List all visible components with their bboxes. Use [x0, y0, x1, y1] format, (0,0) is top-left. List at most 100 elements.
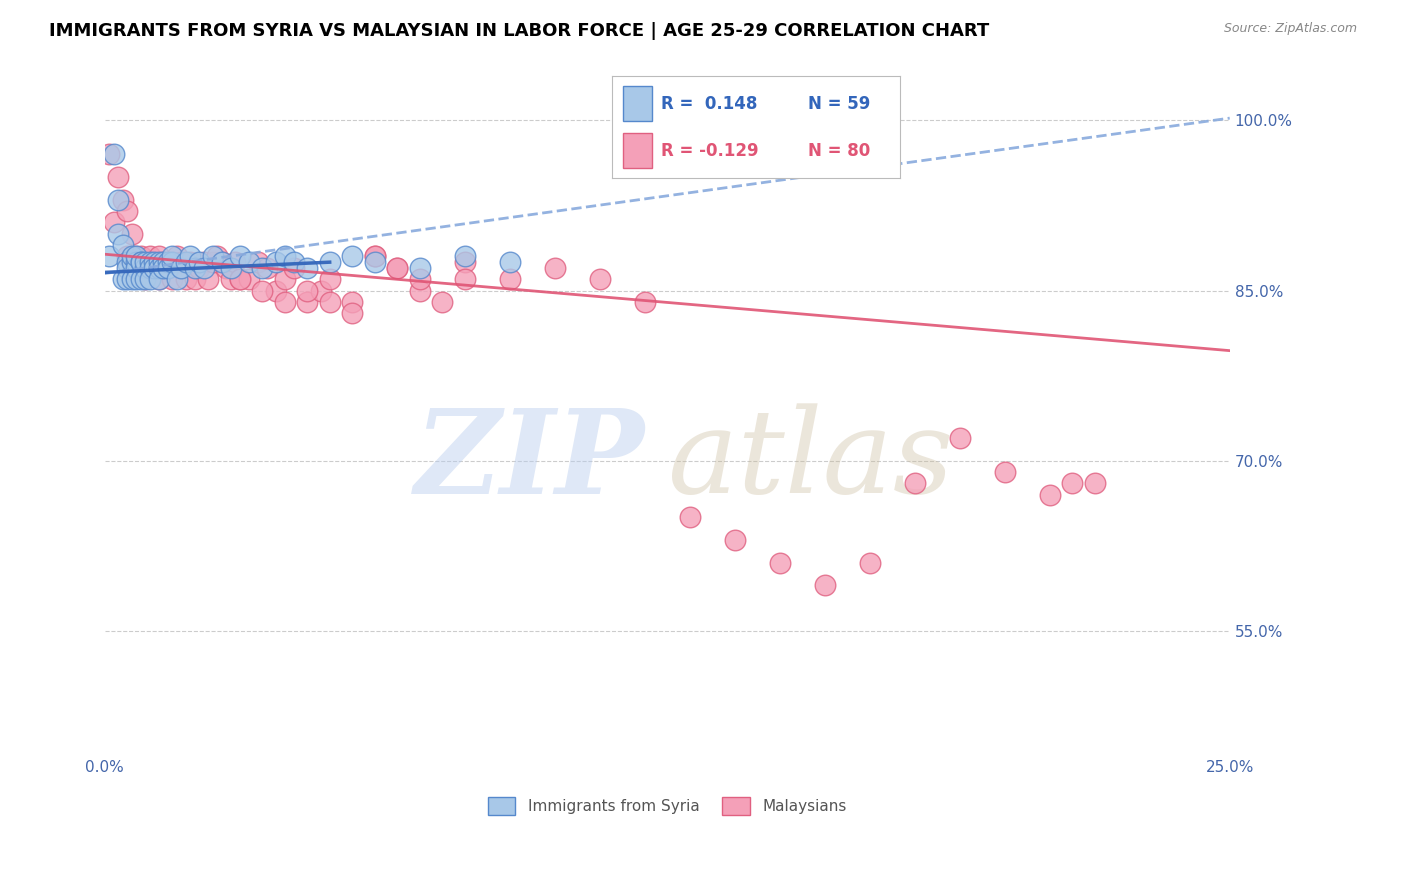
Point	[134, 260, 156, 275]
Point	[160, 250, 183, 264]
Point	[1062, 476, 1084, 491]
Point	[121, 250, 143, 264]
Point	[134, 255, 156, 269]
Point	[340, 250, 363, 264]
Point	[125, 250, 148, 264]
Point	[215, 260, 238, 275]
Point	[121, 227, 143, 241]
Text: atlas: atlas	[668, 404, 953, 518]
Point	[152, 255, 174, 269]
Point	[201, 255, 224, 269]
Point	[156, 260, 179, 275]
Bar	[623, 133, 652, 168]
Point	[160, 255, 183, 269]
Point	[125, 255, 148, 269]
Point	[143, 260, 166, 275]
Point	[769, 556, 792, 570]
Point	[148, 255, 170, 269]
Point	[129, 260, 152, 275]
Point	[156, 260, 179, 275]
Point	[1084, 476, 1107, 491]
Point	[129, 272, 152, 286]
Point	[228, 272, 250, 286]
Point	[138, 255, 160, 269]
Point	[125, 260, 148, 275]
Point	[138, 260, 160, 275]
Point	[170, 255, 193, 269]
Point	[152, 260, 174, 275]
Point	[246, 255, 269, 269]
Point	[250, 284, 273, 298]
Point	[160, 255, 183, 269]
Point	[205, 250, 228, 264]
Point	[134, 272, 156, 286]
Point	[188, 260, 211, 275]
Text: ZIP: ZIP	[415, 403, 645, 518]
Point	[273, 272, 295, 286]
Point	[121, 250, 143, 264]
Text: N = 80: N = 80	[807, 142, 870, 160]
Point	[193, 255, 215, 269]
Point	[121, 255, 143, 269]
Point	[98, 250, 121, 264]
Point	[138, 272, 160, 286]
Point	[129, 255, 152, 269]
Point	[264, 284, 287, 298]
Text: N = 59: N = 59	[807, 95, 870, 112]
Point	[115, 255, 138, 269]
Point	[949, 431, 972, 445]
Text: R = -0.129: R = -0.129	[661, 142, 758, 160]
Point	[193, 260, 215, 275]
Point	[273, 294, 295, 309]
Point	[152, 255, 174, 269]
Point	[197, 272, 219, 286]
Point	[121, 272, 143, 286]
Point	[454, 272, 477, 286]
Point	[134, 272, 156, 286]
Point	[408, 272, 430, 286]
Point	[107, 193, 129, 207]
Point	[283, 260, 305, 275]
Point	[295, 294, 318, 309]
Point	[318, 294, 340, 309]
Point	[228, 272, 250, 286]
Point	[454, 250, 477, 264]
Point	[318, 255, 340, 269]
Point	[295, 260, 318, 275]
Point	[125, 250, 148, 264]
Point	[179, 255, 201, 269]
Point	[679, 510, 702, 524]
Point	[408, 260, 430, 275]
Point	[160, 272, 183, 286]
Point	[115, 260, 138, 275]
Point	[634, 294, 657, 309]
Point	[115, 204, 138, 219]
Point	[170, 260, 193, 275]
Text: R =  0.148: R = 0.148	[661, 95, 756, 112]
Point	[183, 260, 205, 275]
Point	[238, 272, 260, 286]
Point	[107, 227, 129, 241]
Point	[1039, 488, 1062, 502]
Point	[544, 260, 567, 275]
Point	[134, 260, 156, 275]
Point	[363, 250, 385, 264]
Point	[309, 284, 332, 298]
Point	[143, 260, 166, 275]
Point	[228, 250, 250, 264]
Point	[264, 255, 287, 269]
Point	[994, 465, 1017, 479]
Point	[174, 255, 197, 269]
Point	[499, 255, 522, 269]
Point	[166, 250, 188, 264]
Point	[111, 193, 134, 207]
Point	[103, 215, 125, 229]
Point	[589, 272, 612, 286]
Point	[454, 255, 477, 269]
Point	[125, 260, 148, 275]
Point	[432, 294, 454, 309]
Point	[283, 255, 305, 269]
Point	[211, 255, 233, 269]
Point	[156, 255, 179, 269]
Point	[166, 272, 188, 286]
